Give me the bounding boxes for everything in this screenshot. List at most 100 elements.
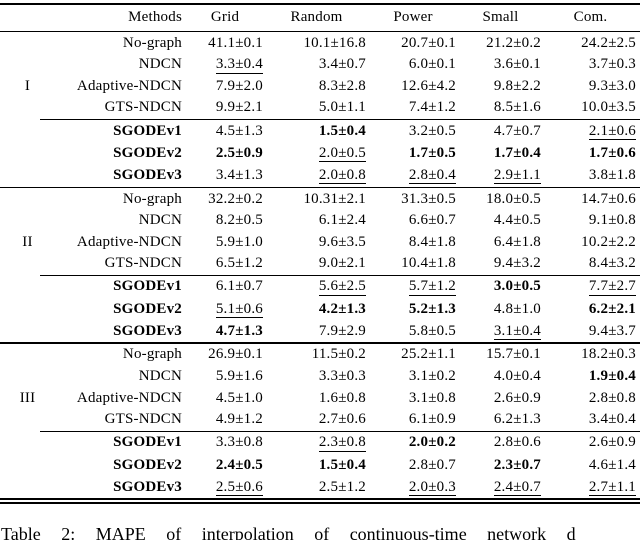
value-cell: 9.4±3.2 bbox=[458, 255, 543, 272]
value-text: 4.5±1.0 bbox=[215, 389, 263, 406]
value-text: 9.6±3.5 bbox=[318, 233, 366, 250]
value-text: 5.1±0.6 bbox=[215, 300, 263, 319]
value-text: 3.7±0.3 bbox=[588, 56, 636, 73]
value-cell: 1.7±0.4 bbox=[458, 145, 543, 162]
header-cell-com: Com. bbox=[573, 9, 608, 26]
value-text: 10.4±1.8 bbox=[401, 255, 456, 272]
table-row: III Adaptive-NDCN 4.5±1.0 1.6±0.8 3.1±0.8 2.6… bbox=[0, 387, 640, 409]
value-cell: 9.6±3.5 bbox=[265, 234, 368, 251]
value-text: 8.4±1.8 bbox=[408, 233, 456, 250]
value-cell: 6.4±1.8 bbox=[458, 234, 543, 251]
value-cell: 41.1±0.1 bbox=[185, 35, 265, 52]
value-cell: 3.0±0.5 bbox=[458, 278, 543, 295]
section-divider-rule bbox=[0, 186, 640, 189]
value-cell: 12.6±4.2 bbox=[368, 78, 458, 95]
value-text: 1.7±0.4 bbox=[493, 144, 541, 161]
value-cell: 4.4±0.5 bbox=[458, 212, 543, 229]
value-cell: 3.2±0.5 bbox=[368, 123, 458, 140]
value-cell: 3.6±0.1 bbox=[458, 56, 543, 73]
value-cell: 4.7±0.7 bbox=[458, 123, 543, 140]
method-cell: GTS-NDCN bbox=[104, 411, 182, 428]
value-text: 15.7±0.1 bbox=[486, 346, 541, 363]
value-text: 4.7±1.3 bbox=[215, 322, 263, 339]
value-text: 4.2±1.3 bbox=[318, 300, 366, 317]
value-cell: 3.4±0.7 bbox=[265, 56, 368, 73]
method-cell: NDCN bbox=[138, 212, 182, 229]
value-text: 2.7±1.1 bbox=[588, 478, 636, 497]
value-cell: 2.0±0.5 bbox=[265, 144, 368, 163]
value-text: 6.4±1.8 bbox=[493, 233, 541, 250]
value-text: 7.7±2.7 bbox=[588, 278, 636, 296]
table-caption: Table 2: MAPE of interpolation of contin… bbox=[1, 524, 576, 540]
value-text: 6.2±2.1 bbox=[588, 300, 636, 317]
method-cell: SGODEv2 bbox=[113, 144, 182, 161]
group-label: II bbox=[22, 233, 33, 250]
value-text: 2.0±0.2 bbox=[408, 434, 456, 451]
value-cell: 9.4±3.7 bbox=[543, 323, 638, 340]
value-text: 2.8±0.7 bbox=[408, 456, 456, 473]
value-cell: 10.1±16.8 bbox=[265, 35, 368, 52]
value-cell: 20.7±0.1 bbox=[368, 35, 458, 52]
value-text: 2.3±0.8 bbox=[318, 434, 366, 452]
table-row: SGODEv1 3.3±0.8 2.3±0.8 2.0±0.2 2.8±0.6 2.6±0… bbox=[0, 432, 640, 454]
value-text: 3.2±0.5 bbox=[408, 122, 456, 139]
value-text: 21.2±0.2 bbox=[486, 34, 541, 51]
value-text: 1.7±0.6 bbox=[588, 144, 636, 161]
table-row: SGODEv1 4.5±1.3 1.5±0.4 3.2±0.5 4.7±0.7 2.1±0… bbox=[0, 120, 640, 142]
value-cell: 24.2±2.5 bbox=[543, 35, 638, 52]
value-cell: 10.31±2.1 bbox=[265, 191, 368, 208]
value-text: 4.6±1.4 bbox=[588, 456, 636, 473]
value-cell: 5.0±1.1 bbox=[265, 99, 368, 116]
value-text: 1.7±0.5 bbox=[408, 144, 456, 161]
value-cell: 3.3±0.4 bbox=[185, 56, 265, 74]
value-text: 26.9±0.1 bbox=[208, 346, 263, 363]
group-divider-rule bbox=[40, 118, 640, 120]
value-text: 10.2±2.2 bbox=[581, 233, 636, 250]
value-text: 5.0±1.1 bbox=[318, 99, 366, 116]
value-text: 7.9±2.0 bbox=[215, 77, 263, 94]
value-text: 4.8±1.0 bbox=[493, 300, 541, 317]
value-text: 4.0±0.4 bbox=[493, 368, 541, 385]
value-text: 1.6±0.8 bbox=[318, 389, 366, 406]
value-cell: 2.9±1.1 bbox=[458, 166, 543, 185]
value-text: 1.5±0.4 bbox=[318, 122, 366, 139]
value-cell: 6.1±0.7 bbox=[185, 278, 265, 295]
value-text: 3.0±0.5 bbox=[493, 278, 541, 295]
value-cell: 4.2±1.3 bbox=[265, 301, 368, 318]
method-cell: NDCN bbox=[138, 56, 182, 73]
value-text: 6.0±0.1 bbox=[408, 56, 456, 73]
value-cell: 7.4±1.2 bbox=[368, 99, 458, 116]
value-text: 4.5±1.3 bbox=[215, 122, 263, 139]
value-cell: 14.7±0.6 bbox=[543, 191, 638, 208]
method-cell: SGODEv1 bbox=[113, 434, 182, 451]
value-cell: 4.0±0.4 bbox=[458, 368, 543, 385]
header-cell-methods: Methods bbox=[128, 9, 182, 26]
value-cell: 6.5±1.2 bbox=[185, 255, 265, 272]
group-label: III bbox=[19, 389, 36, 406]
value-cell: 26.9±0.1 bbox=[185, 346, 265, 363]
table-row: I Adaptive-NDCN 7.9±2.0 8.3±2.8 12.6±4.2 9.8±… bbox=[0, 75, 640, 97]
table-row: GTS-NDCN 4.9±1.2 2.7±0.6 6.1±0.9 6.2±1.3 3.4±… bbox=[0, 409, 640, 431]
value-cell: 6.1±2.4 bbox=[265, 212, 368, 229]
value-cell: 8.5±1.6 bbox=[458, 99, 543, 116]
method-cell: GTS-NDCN bbox=[104, 255, 182, 272]
value-text: 20.7±0.1 bbox=[401, 34, 456, 51]
value-text: 3.3±0.8 bbox=[215, 434, 263, 451]
value-text: 6.6±0.7 bbox=[408, 212, 456, 229]
value-text: 3.3±0.4 bbox=[215, 56, 263, 74]
group-divider-rule bbox=[40, 430, 640, 432]
value-cell: 2.8±0.8 bbox=[543, 390, 638, 407]
value-cell: 2.3±0.7 bbox=[458, 457, 543, 474]
value-cell: 2.3±0.8 bbox=[265, 434, 368, 452]
value-text: 6.2±1.3 bbox=[493, 411, 541, 428]
value-text: 9.8±2.2 bbox=[493, 77, 541, 94]
value-cell: 8.4±1.8 bbox=[368, 234, 458, 251]
value-text: 8.3±2.8 bbox=[318, 77, 366, 94]
section-divider-rule bbox=[0, 342, 640, 345]
value-cell: 8.4±3.2 bbox=[543, 255, 638, 272]
value-text: 9.3±3.0 bbox=[588, 77, 636, 94]
value-text: 3.4±0.7 bbox=[318, 56, 366, 73]
value-cell: 4.5±1.3 bbox=[185, 123, 265, 140]
value-cell: 10.2±2.2 bbox=[543, 234, 638, 251]
